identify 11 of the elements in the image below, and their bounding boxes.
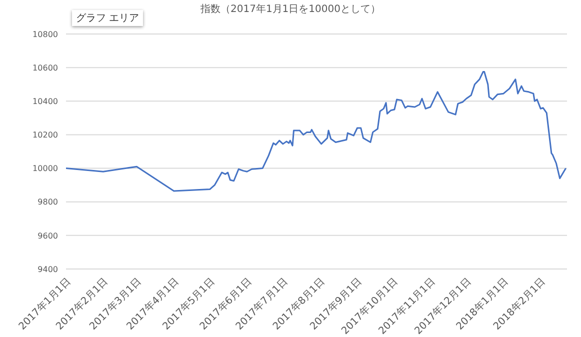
y-tick-label: 9600 <box>38 231 58 240</box>
line-series <box>66 71 567 192</box>
y-tick-label: 10400 <box>32 96 58 106</box>
y-tick-label: 9400 <box>38 264 58 274</box>
chart-title: 指数（2017年1月1日を10000として） <box>200 4 380 15</box>
y-tick-label: 10000 <box>32 164 58 174</box>
y-tick-label: 9800 <box>38 198 58 207</box>
y-tick-label: 10600 <box>32 63 58 72</box>
y-tick-label: 10800 <box>32 30 58 39</box>
text: グラフ エリア <box>72 10 144 26</box>
y-tick-label: 10200 <box>32 130 58 140</box>
